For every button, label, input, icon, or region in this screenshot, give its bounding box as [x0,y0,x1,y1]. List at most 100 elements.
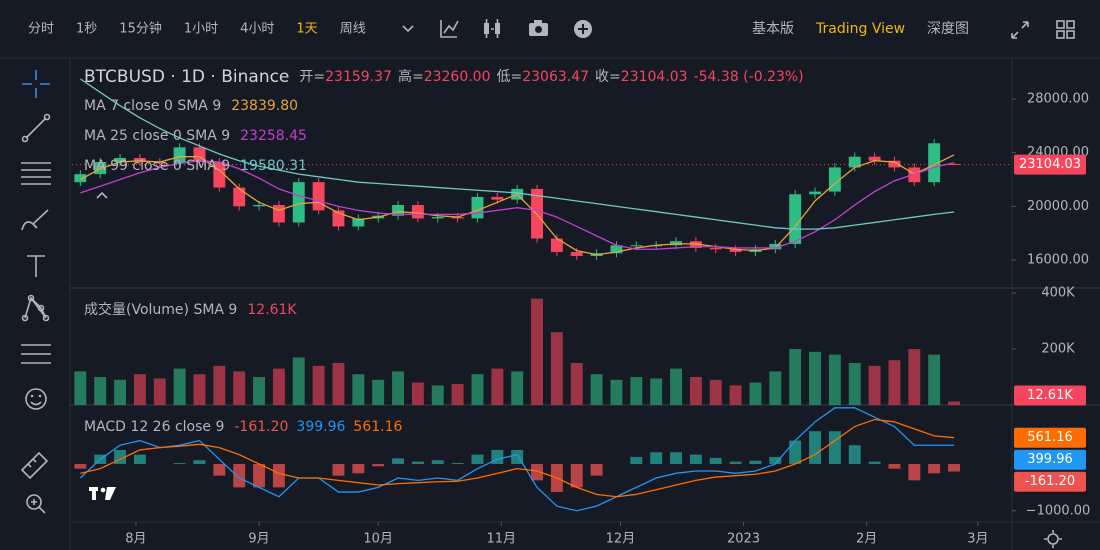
macd-line [79,407,955,512]
collapse-legend[interactable] [96,191,108,199]
volume-bar [94,377,107,405]
layout-icon[interactable] [1056,20,1075,39]
view-tab[interactable]: 深度图 [927,21,969,37]
volume-bar [749,382,762,405]
volume-bar [153,378,166,405]
view-tab[interactable]: 基本版 [752,20,794,37]
ohlc-value: 23063.47 [522,69,589,85]
settings-icon[interactable] [1044,530,1062,548]
histogram-bar [630,456,643,464]
macd-axis-label-box [1014,471,1086,492]
volume-bar [292,357,305,405]
volume-bar [511,371,524,405]
volume-bar [74,371,87,405]
volume-bar [272,368,285,405]
screenshot-icon[interactable] [529,20,548,36]
volume-bar [471,374,484,405]
interval-tab[interactable]: 1小时 [184,22,218,37]
volume-bar [689,377,702,405]
legend-value: 23839.80 [231,98,298,114]
chart-type-icon[interactable] [484,19,500,38]
candle-body [451,217,464,219]
candle-body [471,196,484,219]
histogram-bar [511,449,524,464]
volume-bar [610,379,623,405]
pattern-tool[interactable] [21,294,50,322]
macd-axis-label-box [1014,427,1086,448]
volume-bar [372,379,385,405]
interval-tab[interactable]: 1天 [296,22,317,37]
interval-tab[interactable]: 4小时 [240,22,274,37]
fib-tool[interactable] [21,344,51,364]
legend-name: MA 7 close 0 SMA 9 [84,98,221,114]
view-tab[interactable]: Trading View [815,21,905,37]
histogram-bar [948,463,960,472]
volume-bar [848,363,861,405]
interval-tab[interactable]: 分时 [28,22,54,37]
histogram-bar [749,460,762,464]
candle-body [928,143,941,183]
interval-tab[interactable]: 1秒 [76,22,97,37]
volume-bar [411,382,424,405]
histogram-bar [769,456,782,464]
candle-body [550,238,563,252]
histogram-bar [670,452,682,464]
zoom-tool[interactable] [26,494,46,514]
indicator-icon[interactable] [440,20,459,38]
x-tick-label: 10月 [363,532,393,547]
ohlc-label: 高= [398,68,424,85]
volume-bar [948,401,960,405]
volume-bar [233,371,246,405]
ruler-tool[interactable] [20,451,49,480]
histogram-bar [531,463,543,481]
macd-axis-label-box [1014,449,1086,470]
interval-tab[interactable]: 周线 [340,22,366,37]
volume-bar [650,378,663,405]
candle-body [253,204,266,207]
volume-bar [888,360,901,405]
macd-legend-value: -161.20 [234,419,288,435]
volume-title: 成交量(Volume) SMA 9 [84,301,237,318]
more-intervals[interactable] [402,25,414,33]
brush-tool[interactable] [21,209,49,231]
volume-bar [114,379,127,405]
candle-body [570,251,583,256]
candle-body [630,245,643,247]
volume-bar [531,298,543,405]
histogram-bar [173,463,186,464]
candle-body [193,147,206,163]
add-icon[interactable] [574,20,592,38]
legend-name: MA 25 close 0 SMA 9 [84,128,230,144]
ohlc-value: 23260.00 [424,69,491,85]
volume-axis-label-box [1014,385,1086,406]
text-tool[interactable] [27,255,45,277]
histogram-bar [650,452,663,464]
volume-bar [173,368,186,405]
volume-bar [253,377,266,405]
histogram-bar [411,461,424,464]
volume-bar [908,349,921,405]
x-tick-label: 3月 [967,532,988,547]
candle-body [729,249,742,252]
histogram-bar [471,454,484,464]
candle-body [272,204,285,223]
trendline-tool[interactable] [21,113,51,143]
x-tick-label: 2月 [856,532,877,547]
histogram-bar [729,461,742,464]
crosshair-tool[interactable] [22,70,50,98]
volume-bar [729,385,742,405]
volume-bar [193,374,206,405]
histogram-bar [888,463,901,469]
interval-tab[interactable]: 15分钟 [119,21,162,37]
emoji-tool[interactable] [25,388,47,410]
volume-bar [332,363,345,405]
fullscreen-icon[interactable] [1011,21,1029,39]
candle-body [153,162,166,164]
lines-tool[interactable] [21,162,51,185]
volume-bar [789,349,802,405]
histogram-bar [74,463,87,469]
candle-body [173,147,186,164]
ohlc-label: 收= [595,69,621,85]
volume-bar [491,368,504,405]
